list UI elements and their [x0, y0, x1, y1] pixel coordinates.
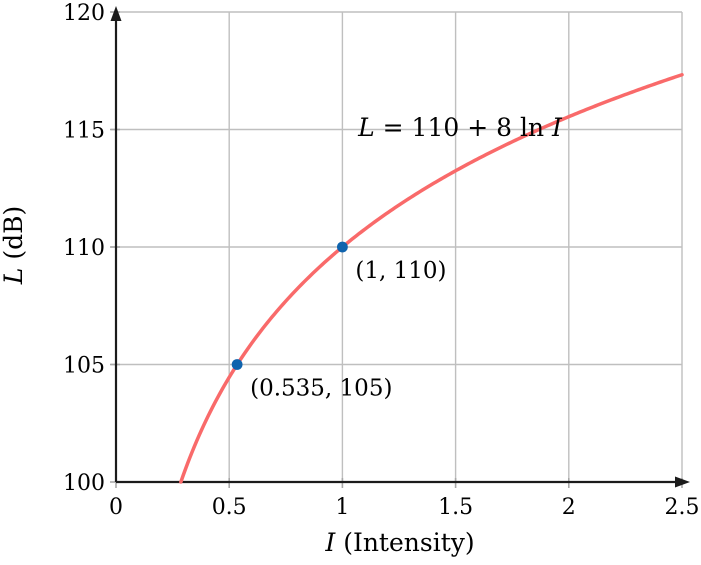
y-tick-label: 120 — [63, 1, 105, 26]
curve-line — [179, 72, 684, 484]
y-axis-arrow — [110, 6, 122, 21]
data-point — [337, 241, 348, 253]
x-tick-label: 1.5 — [438, 495, 473, 520]
point-label: (0.535, 105) — [250, 376, 392, 402]
x-tick-label: 1 — [335, 495, 349, 520]
x-axis-label: I (Intensity) — [324, 528, 474, 557]
equation-label: L = 110 + 8 ln I — [357, 113, 563, 142]
x-tick-label: 0.5 — [212, 495, 247, 520]
y-tick-label: 105 — [63, 354, 105, 379]
axes — [110, 6, 690, 488]
x-tick-label: 2 — [562, 495, 576, 520]
x-axis-arrow — [675, 476, 690, 488]
y-tick-label: 115 — [63, 119, 105, 144]
grid — [110, 11, 683, 488]
point-label: (1, 110) — [355, 258, 446, 284]
data-point — [231, 359, 243, 370]
y-tick-label: 110 — [63, 236, 105, 261]
y-axis-label: L (dB) — [0, 206, 28, 285]
x-tick-label: 2.5 — [665, 495, 700, 520]
x-tick-label: 0 — [109, 495, 123, 520]
y-tick-label: 100 — [63, 471, 105, 496]
